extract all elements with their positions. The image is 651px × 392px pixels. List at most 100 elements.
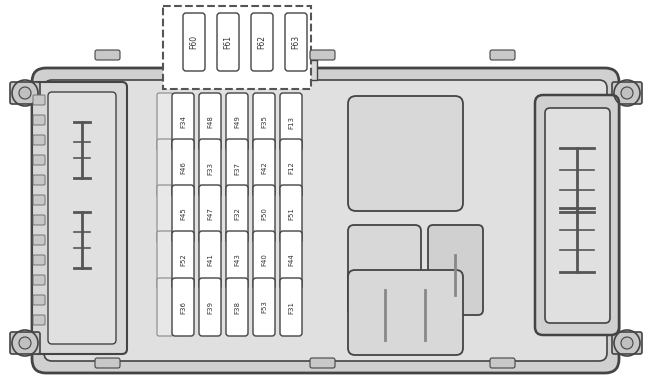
FancyBboxPatch shape	[157, 231, 173, 289]
FancyBboxPatch shape	[199, 139, 221, 197]
FancyBboxPatch shape	[172, 231, 194, 289]
FancyBboxPatch shape	[48, 92, 116, 344]
Text: F62: F62	[258, 35, 266, 49]
Circle shape	[621, 337, 633, 349]
FancyBboxPatch shape	[217, 13, 239, 71]
FancyBboxPatch shape	[280, 93, 302, 151]
Text: F63: F63	[292, 35, 301, 49]
FancyBboxPatch shape	[253, 139, 275, 197]
Text: F52: F52	[180, 254, 186, 267]
Bar	[183, 60, 317, 80]
Text: F40: F40	[261, 254, 267, 267]
FancyBboxPatch shape	[33, 235, 45, 245]
Text: F49: F49	[234, 116, 240, 129]
Text: F38: F38	[234, 301, 240, 314]
FancyBboxPatch shape	[199, 93, 221, 151]
FancyBboxPatch shape	[33, 155, 45, 165]
FancyBboxPatch shape	[280, 139, 302, 197]
FancyBboxPatch shape	[33, 275, 45, 285]
Text: F37: F37	[234, 162, 240, 174]
Text: F33: F33	[207, 162, 213, 174]
Circle shape	[19, 87, 31, 99]
Text: F46: F46	[180, 162, 186, 174]
Text: F36: F36	[180, 301, 186, 314]
Text: F39: F39	[207, 301, 213, 314]
Text: F31: F31	[288, 301, 294, 314]
Circle shape	[621, 87, 633, 99]
FancyBboxPatch shape	[226, 278, 248, 336]
FancyBboxPatch shape	[10, 82, 40, 104]
FancyBboxPatch shape	[33, 295, 45, 305]
FancyBboxPatch shape	[33, 255, 45, 265]
FancyBboxPatch shape	[612, 82, 642, 104]
Text: F34: F34	[180, 116, 186, 129]
FancyBboxPatch shape	[157, 278, 173, 336]
FancyBboxPatch shape	[490, 50, 515, 60]
Text: F35: F35	[261, 116, 267, 129]
FancyBboxPatch shape	[280, 185, 302, 243]
FancyBboxPatch shape	[183, 13, 205, 71]
Text: F32: F32	[234, 207, 240, 220]
Text: F45: F45	[180, 208, 186, 220]
FancyBboxPatch shape	[280, 231, 302, 289]
FancyBboxPatch shape	[157, 185, 173, 243]
FancyBboxPatch shape	[226, 231, 248, 289]
FancyBboxPatch shape	[172, 185, 194, 243]
FancyBboxPatch shape	[199, 278, 221, 336]
FancyBboxPatch shape	[348, 270, 463, 355]
Text: F47: F47	[207, 207, 213, 220]
FancyBboxPatch shape	[172, 93, 194, 151]
FancyBboxPatch shape	[33, 115, 45, 125]
Text: F60: F60	[189, 35, 199, 49]
Circle shape	[19, 337, 31, 349]
FancyBboxPatch shape	[280, 278, 302, 336]
FancyBboxPatch shape	[253, 231, 275, 289]
Text: F41: F41	[207, 254, 213, 267]
Text: F13: F13	[288, 116, 294, 129]
FancyBboxPatch shape	[348, 225, 421, 315]
FancyBboxPatch shape	[253, 278, 275, 336]
FancyBboxPatch shape	[32, 82, 127, 354]
Text: F53: F53	[261, 301, 267, 314]
FancyBboxPatch shape	[199, 231, 221, 289]
FancyBboxPatch shape	[33, 95, 45, 105]
Text: F48: F48	[207, 116, 213, 129]
FancyBboxPatch shape	[226, 185, 248, 243]
Text: F12: F12	[288, 162, 294, 174]
FancyBboxPatch shape	[545, 108, 610, 323]
FancyBboxPatch shape	[10, 332, 40, 354]
FancyBboxPatch shape	[199, 185, 221, 243]
FancyBboxPatch shape	[44, 80, 607, 361]
FancyBboxPatch shape	[33, 195, 45, 205]
FancyBboxPatch shape	[490, 358, 515, 368]
FancyBboxPatch shape	[95, 358, 120, 368]
Text: F42: F42	[261, 162, 267, 174]
FancyBboxPatch shape	[226, 139, 248, 197]
FancyBboxPatch shape	[33, 175, 45, 185]
FancyBboxPatch shape	[253, 93, 275, 151]
FancyBboxPatch shape	[348, 96, 463, 211]
FancyBboxPatch shape	[535, 95, 619, 335]
Text: F61: F61	[223, 35, 232, 49]
Text: F43: F43	[234, 254, 240, 267]
FancyBboxPatch shape	[310, 50, 335, 60]
FancyBboxPatch shape	[226, 93, 248, 151]
FancyBboxPatch shape	[172, 139, 194, 197]
Bar	[163, 6, 311, 89]
FancyBboxPatch shape	[253, 185, 275, 243]
FancyBboxPatch shape	[33, 315, 45, 325]
FancyBboxPatch shape	[33, 135, 45, 145]
FancyBboxPatch shape	[310, 358, 335, 368]
FancyBboxPatch shape	[285, 13, 307, 71]
FancyBboxPatch shape	[32, 68, 619, 373]
Text: F51: F51	[288, 207, 294, 220]
FancyBboxPatch shape	[95, 50, 120, 60]
FancyBboxPatch shape	[428, 225, 483, 315]
FancyBboxPatch shape	[33, 215, 45, 225]
Text: F44: F44	[288, 254, 294, 267]
FancyBboxPatch shape	[251, 13, 273, 71]
FancyBboxPatch shape	[612, 332, 642, 354]
FancyBboxPatch shape	[157, 139, 173, 197]
Text: F50: F50	[261, 207, 267, 220]
FancyBboxPatch shape	[172, 278, 194, 336]
